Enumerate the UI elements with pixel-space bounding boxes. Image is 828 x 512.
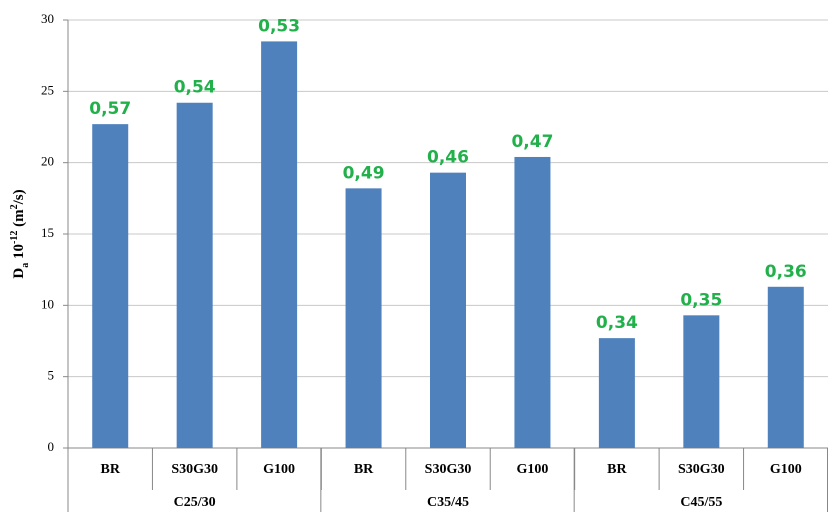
y-tick-label: 5 (48, 368, 55, 383)
y-tick-label: 10 (41, 296, 54, 311)
y-label-part: (m (11, 209, 27, 231)
bar (683, 315, 720, 448)
y-tick-label: 15 (41, 225, 54, 240)
data-annotation: 0,53 (258, 16, 300, 36)
x-tick-label: G100 (770, 462, 802, 477)
x-tick-label: S30G30 (171, 462, 218, 477)
x-tick-label: BR (607, 462, 627, 477)
data-annotation: 0,57 (89, 99, 131, 119)
bar (92, 124, 129, 448)
bar (598, 338, 635, 448)
y-label-part: 10 (11, 244, 27, 263)
data-annotation: 0,49 (343, 163, 385, 183)
y-tick-label: 25 (41, 82, 54, 97)
x-tick-label: S30G30 (425, 462, 472, 477)
bar (514, 156, 551, 448)
y-label-part: D (11, 268, 27, 279)
y-tick-label: 30 (41, 11, 54, 26)
y-label-part: 2 (9, 204, 20, 209)
bar (261, 41, 298, 449)
bar (767, 286, 804, 448)
y-label-part: /s) (11, 189, 27, 205)
data-annotation: 0,46 (427, 148, 469, 168)
x-tick-label: G100 (516, 462, 548, 477)
data-annotation: 0,35 (680, 290, 722, 310)
y-tick-label: 0 (48, 439, 55, 454)
group-label: C35/45 (427, 495, 469, 510)
data-annotation: 0,36 (765, 262, 807, 282)
data-annotation: 0,54 (174, 78, 216, 98)
bar (345, 188, 382, 448)
x-tick-label: G100 (263, 462, 295, 477)
group-label: C25/30 (174, 495, 216, 510)
data-annotation: 0,34 (596, 313, 638, 333)
y-label-part: -12 (9, 231, 20, 244)
y-axis-label: Da 10-12 (m2/s) (9, 189, 31, 278)
group-label: C45/55 (680, 495, 722, 510)
y-label-part: a (20, 263, 31, 268)
x-tick-label: BR (354, 462, 374, 477)
bar (430, 172, 466, 449)
x-tick-label: BR (100, 462, 120, 477)
bar (176, 102, 213, 448)
x-tick-label: S30G30 (678, 462, 725, 477)
data-annotation: 0,47 (511, 132, 553, 152)
y-tick-label: 20 (41, 154, 54, 169)
